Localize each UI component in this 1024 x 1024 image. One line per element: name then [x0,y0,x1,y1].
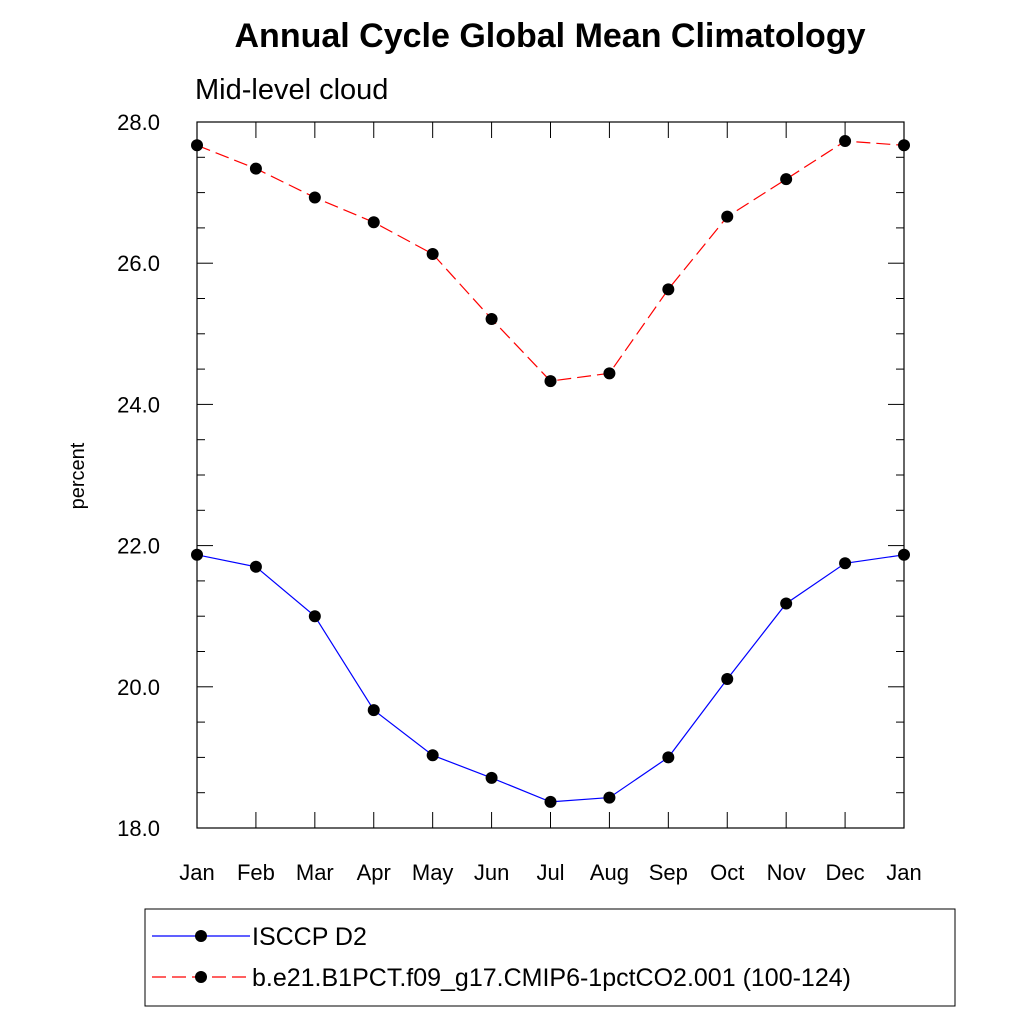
x-tick-label: Nov [767,860,806,885]
x-tick-label: Feb [237,860,275,885]
x-tick-label: Dec [826,860,865,885]
legend-swatch-marker [195,971,207,983]
x-tick-label: Apr [357,860,391,885]
data-point [603,791,616,804]
data-point [426,749,439,762]
data-point [662,283,675,296]
legend-label: ISCCP D2 [252,923,367,951]
series-1 [191,548,910,808]
y-tick-label: 26.0 [117,251,160,276]
data-point [191,139,203,152]
x-tick-label: Jan [179,860,214,885]
x-tick-label: Mar [296,860,334,885]
data-point [544,375,557,388]
plot-frame [196,121,905,829]
x-tick-label: Aug [590,860,629,885]
chart-title: Annual Cycle Global Mean Climatology [235,17,866,55]
data-point [367,704,380,717]
data-point [780,173,793,186]
y-tick-label: 18.0 [117,816,160,841]
y-axis-label: percent [67,442,89,509]
data-point [839,557,852,570]
legend-swatch-marker [195,930,207,942]
data-point [426,248,439,261]
data-point [603,367,616,380]
data-point [249,162,262,175]
data-point [898,139,910,152]
data-point [191,548,203,561]
data-point [721,210,734,223]
legend-label: b.e21.B1PCT.f09_g17.CMIP6-1pctCO2.001 (1… [252,964,851,992]
legend-box [144,908,956,1007]
data-point [249,560,262,573]
data-point [308,610,321,623]
data-point [485,771,498,784]
y-tick-label: 24.0 [117,392,160,417]
data-point [367,216,380,229]
legend: ISCCP D2 b.e21.B1PCT.f09_g17.CMIP6-1pctCO… [144,908,956,1007]
data-point [308,191,321,204]
data-point [544,795,557,808]
data-point [485,312,498,325]
x-tick-label: May [412,860,454,885]
y-tick-label: 28.0 [117,110,160,135]
x-tick-label: Jun [474,860,509,885]
data-point [898,548,910,561]
x-tick-label: Jan [886,860,921,885]
data-point [780,597,793,610]
data-point [839,135,852,148]
y-tick-label: 20.0 [117,675,160,700]
series-2 [191,135,910,388]
chart-subtitle: Mid-level cloud [195,74,388,106]
series-line [196,554,905,803]
x-tick-label: Jul [536,860,564,885]
series-line [196,140,905,382]
plot-area: 18.0 20.0 22.0 24.0 26.0 28.0 Jan Feb Mar Apr May J… [117,110,922,885]
data-point [721,673,734,686]
y-tick-label: 22.0 [117,534,160,559]
x-tick-label: Sep [649,860,688,885]
data-point [662,751,675,764]
x-tick-label: Oct [710,860,744,885]
